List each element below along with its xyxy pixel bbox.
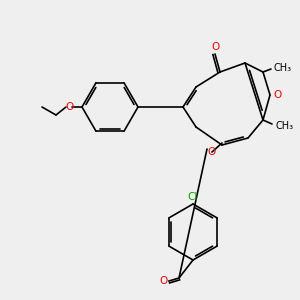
Text: O: O — [159, 276, 167, 286]
Text: O: O — [208, 147, 216, 157]
Text: Cl: Cl — [188, 192, 198, 202]
Text: O: O — [66, 102, 74, 112]
Text: O: O — [211, 42, 219, 52]
Text: CH₃: CH₃ — [273, 63, 291, 73]
Text: CH₃: CH₃ — [275, 121, 293, 131]
Text: O: O — [273, 90, 281, 100]
